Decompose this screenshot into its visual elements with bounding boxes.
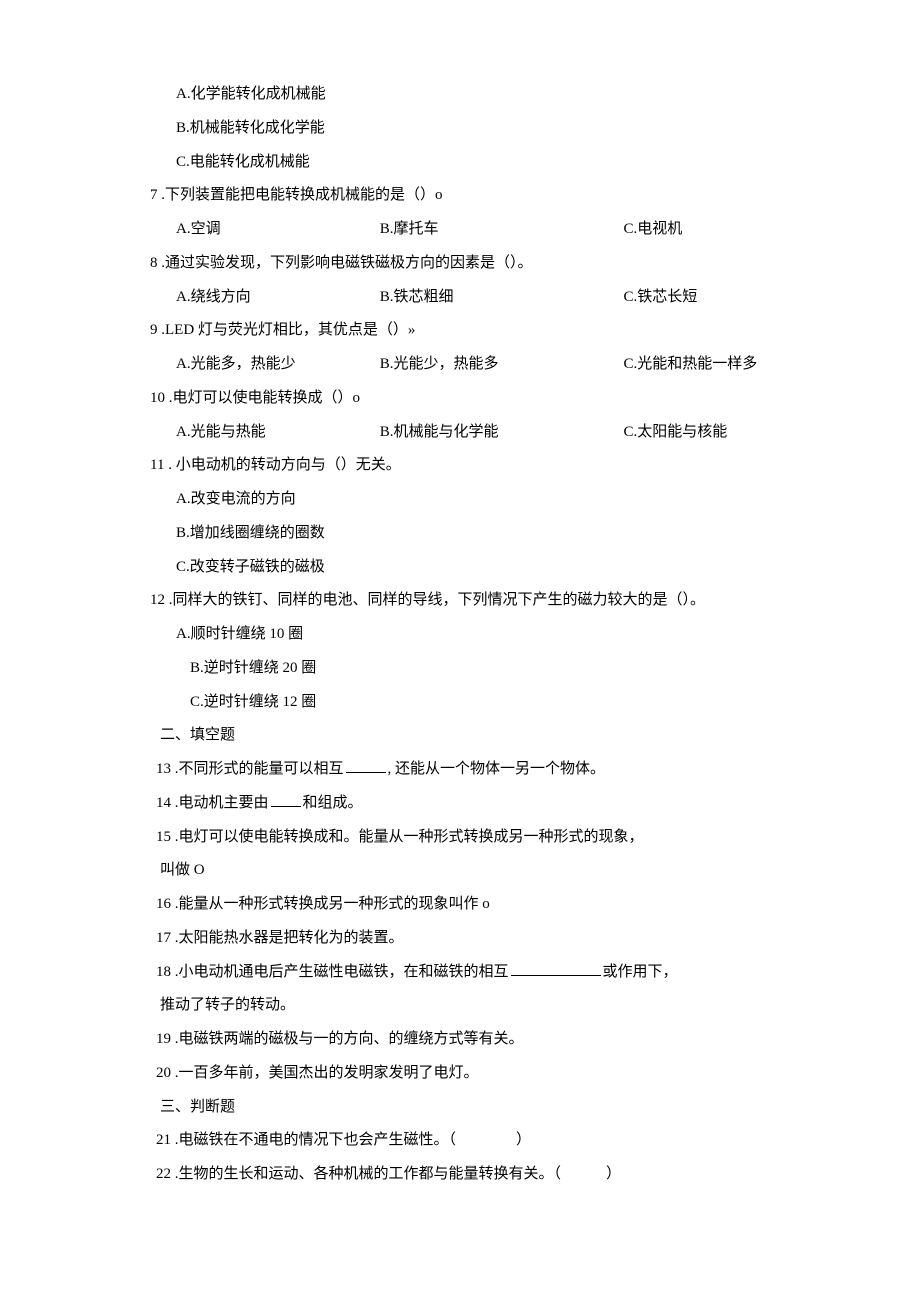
q9-option-c: C.光能和热能一样多 [624,348,758,382]
q7-number: 7 [150,179,158,213]
q17-number: 17 [156,922,171,956]
q18-line: 18 .小电动机通电后产生磁性电磁铁，在和磁铁的相互 或作用下， [0,956,920,990]
q10-option-b: B.机械能与化学能 [380,416,620,450]
q8-number: 8 [150,247,158,281]
q8-options-row: A.绕线方向 B.铁芯粗细 C.铁芯长短 [0,281,920,315]
q13-line: 13 .不同形式的能量可以相互 , 还能从一个物体一另一个物体。 [0,753,920,787]
q15-number: 15 [156,821,171,855]
q14-post: 和组成。 [303,795,363,811]
q10-options-row: A.光能与热能 B.机械能与化学能 C.太阳能与核能 [0,416,920,450]
q13-number: 13 [156,753,171,787]
q10-option-a: A.光能与热能 [176,416,376,450]
q11-text: . 小电动机的转动方向与（）无关。 [168,457,401,473]
q9-option-b: B.光能少，热能多 [380,348,620,382]
q16-line: 16 .能量从一种形式转换成另一种形式的现象叫作 o [0,888,920,922]
q7-option-c: C.电视机 [624,213,683,247]
q18-post: 或作用下， [603,964,678,980]
q15-line2: 叫做 O [0,854,920,888]
section-3-heading: 三、判断题 [0,1091,920,1125]
q12-text: .同样大的铁钉、同样的电池、同样的导线，下列情况下产生的磁力较大的是（）。 [169,592,705,608]
q20-text: .一百多年前，美国杰出的发明家发明了电灯。 [175,1065,479,1081]
q10-option-c: C.太阳能与核能 [624,416,728,450]
q7-text: .下列装置能把电能转换成机械能的是（）o [161,187,442,203]
q13-blank [346,772,386,773]
q12-option-a: A.顺时针缠绕 10 圈 [0,618,920,652]
q21-line: 21 .电磁铁在不通电的情况下也会产生磁性。（ ） [0,1124,920,1158]
section-2-heading: 二、填空题 [0,719,920,753]
q13-post: , 还能从一个物体一另一个物体。 [388,761,606,777]
q7-option-a: A.空调 [176,213,376,247]
q15-text: .电灯可以使电能转换成和。能量从一种形式转换成另一种形式的现象， [175,829,644,845]
q7-stem: 7 .下列装置能把电能转换成机械能的是（）o [0,179,920,213]
q8-stem: 8 .通过实验发现，下列影响电磁铁磁极方向的因素是（）。 [0,247,920,281]
q15-line: 15 .电灯可以使电能转换成和。能量从一种形式转换成另一种形式的现象， [0,821,920,855]
q7-options-row: A.空调 B.摩托车 C.电视机 [0,213,920,247]
q12-option-c: C.逆时针缠绕 12 圈 [0,686,920,720]
q18-number: 18 [156,956,171,990]
q19-number: 19 [156,1023,171,1057]
q11-number: 11 [150,449,164,483]
q13-pre: .不同形式的能量可以相互 [175,761,344,777]
q11-option-b: B.增加线圈缠绕的圈数 [0,517,920,551]
q18-line2: 推动了转子的转动。 [0,989,920,1023]
q12-number: 12 [150,584,165,618]
q16-text: .能量从一种形式转换成另一种形式的现象叫作 o [175,896,490,912]
q16-number: 16 [156,888,171,922]
q19-text: .电磁铁两端的磁极与一的方向、的缠绕方式等有关。 [175,1031,524,1047]
q11-option-a: A.改变电流的方向 [0,483,920,517]
q22-line: 22 .生物的生长和运动、各种机械的工作都与能量转换有关。（ ） [0,1158,920,1192]
q6-option-a: A.化学能转化成机械能 [0,78,920,112]
q10-number: 10 [150,382,165,416]
q17-line: 17 .太阳能热水器是把转化为的装置。 [0,922,920,956]
q18-blank [511,975,601,976]
q8-text: .通过实验发现，下列影响电磁铁磁极方向的因素是（）。 [161,255,532,271]
q20-number: 20 [156,1057,171,1091]
q9-options-row: A.光能多，热能少 B.光能少，热能多 C.光能和热能一样多 [0,348,920,382]
q22-number: 22 [156,1158,171,1192]
q11-stem: 11 . 小电动机的转动方向与（）无关。 [0,449,920,483]
q21-text: .电磁铁在不通电的情况下也会产生磁性。（ ） [175,1132,531,1148]
q9-stem: 9 .LED 灯与荧光灯相比，其优点是（）» [0,314,920,348]
q19-line: 19 .电磁铁两端的磁极与一的方向、的缠绕方式等有关。 [0,1023,920,1057]
q9-option-a: A.光能多，热能少 [176,348,376,382]
document-page: A.化学能转化成机械能 B.机械能转化成化学能 C.电能转化成机械能 7 .下列… [0,0,920,1301]
q8-option-b: B.铁芯粗细 [380,281,620,315]
q6-option-c: C.电能转化成机械能 [0,146,920,180]
q8-option-a: A.绕线方向 [176,281,376,315]
q9-text: .LED 灯与荧光灯相比，其优点是（）» [161,322,415,338]
q12-option-b: B.逆时针缠绕 20 圈 [0,652,920,686]
q20-line: 20 .一百多年前，美国杰出的发明家发明了电灯。 [0,1057,920,1091]
q14-blank [271,806,301,807]
q8-option-c: C.铁芯长短 [624,281,698,315]
q21-number: 21 [156,1124,171,1158]
q10-text: .电灯可以使电能转换成（）o [169,390,360,406]
q6-option-b: B.机械能转化成化学能 [0,112,920,146]
q14-line: 14 .电动机主要由 和组成。 [0,787,920,821]
q7-option-b: B.摩托车 [380,213,620,247]
q14-number: 14 [156,787,171,821]
q9-number: 9 [150,314,158,348]
q22-text: .生物的生长和运动、各种机械的工作都与能量转换有关。（ ） [175,1166,621,1182]
q10-stem: 10 .电灯可以使电能转换成（）o [0,382,920,416]
q11-option-c: C.改变转子磁铁的磁极 [0,551,920,585]
q17-text: .太阳能热水器是把转化为的装置。 [175,930,404,946]
q12-stem: 12 .同样大的铁钉、同样的电池、同样的导线，下列情况下产生的磁力较大的是（）。 [0,584,920,618]
q18-pre: .小电动机通电后产生磁性电磁铁，在和磁铁的相互 [175,964,509,980]
q14-pre: .电动机主要由 [175,795,269,811]
